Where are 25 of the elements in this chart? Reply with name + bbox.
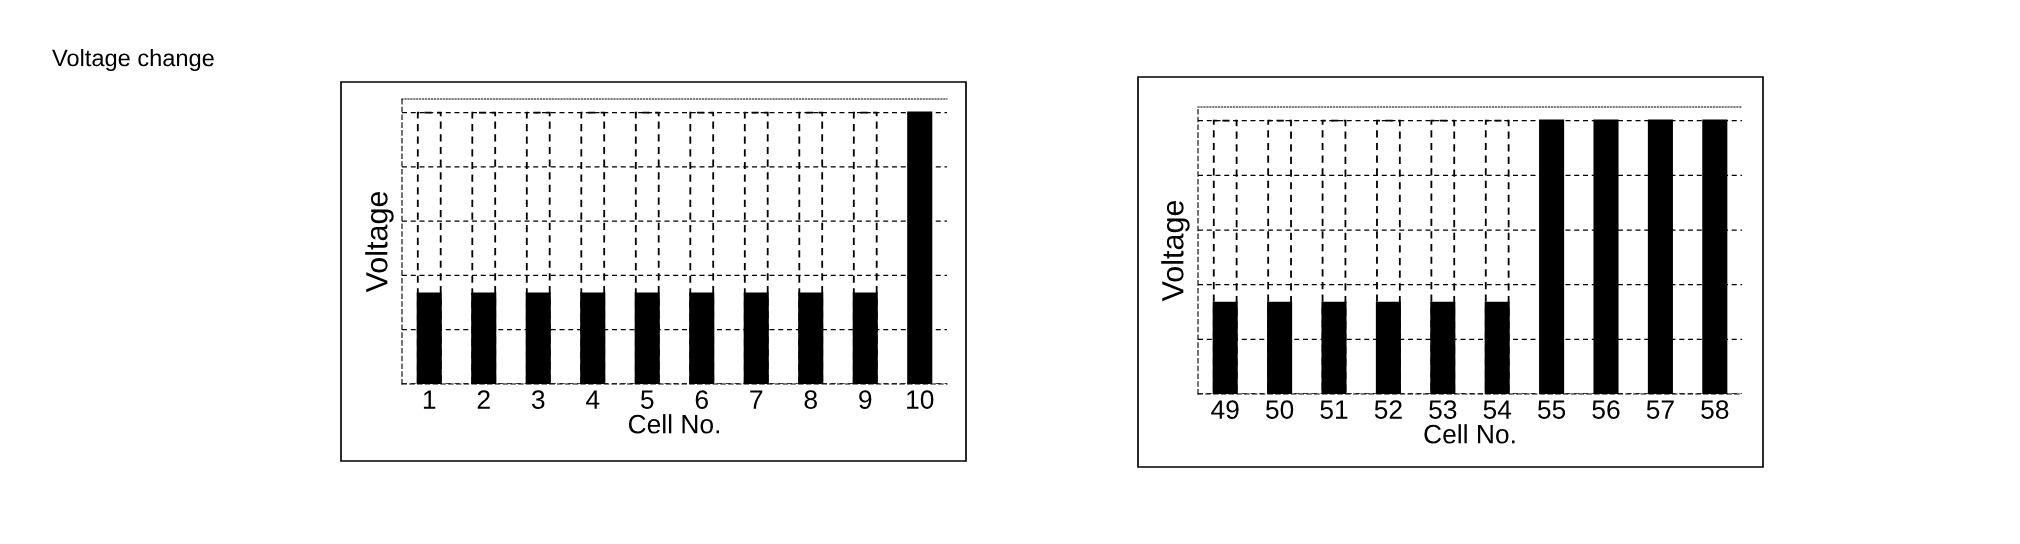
x-tick-label: 6 xyxy=(695,390,708,409)
text: Voltage change xyxy=(52,49,214,71)
x-tick-label: 1 xyxy=(423,390,436,409)
x-tick-label: 52 xyxy=(1374,400,1402,419)
x-tick-label: 8 xyxy=(804,390,817,409)
x-axis-title: Cell No. xyxy=(628,414,720,434)
x-tick-label: 57 xyxy=(1646,400,1674,419)
x-tick-label: 2 xyxy=(477,390,490,409)
x-tick-label: 5 xyxy=(640,390,654,409)
x-tick-label: 9 xyxy=(859,390,872,409)
x-tick-label: 55 xyxy=(1537,400,1566,419)
x-tick-label: 49 xyxy=(1211,400,1239,419)
x-tick-label: 51 xyxy=(1320,400,1348,419)
x-tick-label: 54 xyxy=(1483,400,1512,419)
y-axis-title: Voltage xyxy=(365,191,394,293)
x-tick-label: 4 xyxy=(586,390,600,409)
x-tick-label: 7 xyxy=(750,390,763,409)
x-tick-label: 50 xyxy=(1265,400,1294,419)
y-axis-title: Voltage xyxy=(1161,200,1190,302)
x-tick-label: 3 xyxy=(531,390,545,409)
x-tick-label: 58 xyxy=(1701,400,1729,419)
x-tick-label: 56 xyxy=(1592,400,1620,419)
x-axis-title: Cell No. xyxy=(1424,424,1515,444)
x-tick-label: 53 xyxy=(1429,400,1457,419)
x-tick-label: 10 xyxy=(907,390,934,409)
